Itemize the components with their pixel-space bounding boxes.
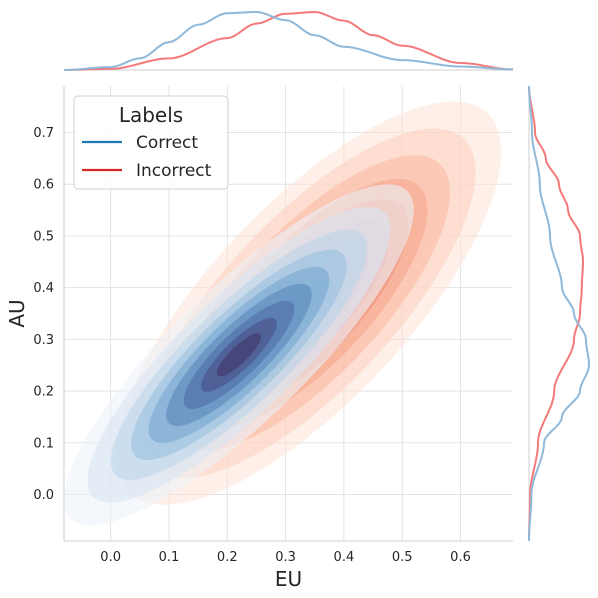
y-tick-label: 0.3: [33, 333, 54, 348]
y-tick-label: 0.0: [33, 488, 54, 503]
right-marginal: [528, 85, 590, 541]
y-tick-label: 0.2: [33, 385, 54, 400]
top-density-incorrect: [64, 10, 514, 71]
axes-spines: [63, 69, 530, 542]
y-axis-label: AU: [5, 299, 29, 327]
x-tick-label: 0.1: [159, 550, 180, 565]
tick-labels: 0.0 0.1 0.2 0.3 0.4 0.5 0.6 0.0 0.1 0.2 0.3 0.4 0.5 0…: [33, 126, 471, 565]
y-tick-label: 0.1: [33, 436, 54, 451]
y-tick-label: 0.4: [33, 281, 54, 296]
legend-title: Labels: [119, 103, 183, 127]
legend-frame: [73, 95, 229, 190]
x-tick-label: 0.4: [334, 550, 355, 565]
x-tick-label: 0.0: [100, 550, 121, 565]
y-tick-label: 0.6: [33, 178, 54, 193]
top-density-correct: [63, 10, 513, 71]
kde-contours: [64, 101, 502, 526]
x-axis-label: EU: [275, 567, 302, 591]
top-marginal: [63, 10, 514, 71]
x-tick-label: 0.2: [217, 550, 238, 565]
y-tick-label: 0.7: [33, 126, 54, 141]
y-tick-label: 0.5: [33, 229, 54, 244]
kde-correct: [64, 184, 414, 526]
contour-level: [216, 333, 262, 377]
right-density-incorrect: [528, 85, 584, 541]
right-density-correct: [528, 85, 590, 541]
x-tick-label: 0.6: [450, 550, 471, 565]
legend[interactable]: Labels Correct Incorrect: [73, 95, 229, 190]
legend-label-incorrect: Incorrect: [136, 161, 212, 181]
legend-label-correct: Correct: [136, 133, 198, 153]
x-tick-label: 0.5: [392, 550, 413, 565]
x-tick-label: 0.3: [275, 550, 296, 565]
